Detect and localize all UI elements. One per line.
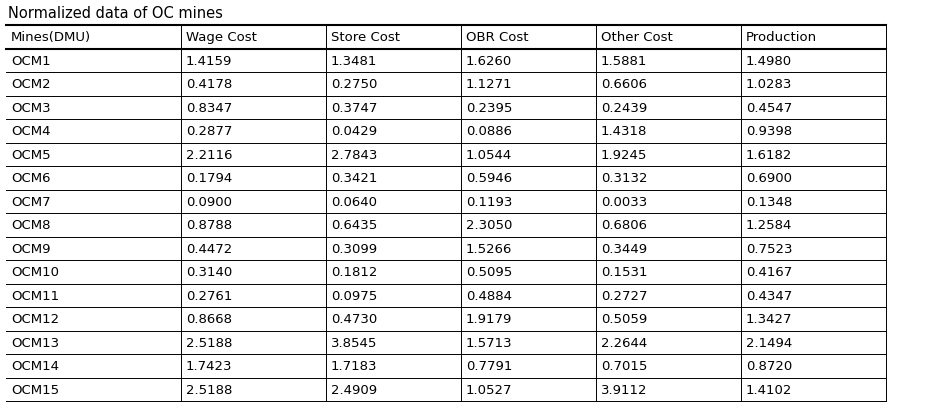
Text: OCM9: OCM9: [11, 242, 50, 255]
Text: 0.0975: 0.0975: [331, 289, 377, 302]
Text: OCM5: OCM5: [11, 148, 50, 161]
Text: 0.0900: 0.0900: [186, 195, 232, 208]
Text: 0.7791: 0.7791: [466, 359, 512, 372]
Text: 1.5881: 1.5881: [601, 55, 647, 68]
Text: 0.1193: 0.1193: [466, 195, 512, 208]
Text: 2.5188: 2.5188: [186, 383, 233, 396]
Text: OBR Cost: OBR Cost: [466, 31, 528, 44]
Text: OCM12: OCM12: [11, 313, 59, 326]
Text: OCM11: OCM11: [11, 289, 59, 302]
Text: 1.5266: 1.5266: [466, 242, 512, 255]
Text: 0.3099: 0.3099: [331, 242, 377, 255]
Text: OCM13: OCM13: [11, 336, 59, 349]
Text: 1.2584: 1.2584: [746, 219, 792, 232]
Text: 1.4318: 1.4318: [601, 125, 647, 138]
Text: OCM1: OCM1: [11, 55, 50, 68]
Text: 0.2439: 0.2439: [601, 102, 647, 115]
Text: OCM4: OCM4: [11, 125, 50, 138]
Text: 0.1794: 0.1794: [186, 172, 232, 185]
Text: Store Cost: Store Cost: [331, 31, 400, 44]
Text: 1.7423: 1.7423: [186, 359, 233, 372]
Text: 1.5713: 1.5713: [466, 336, 512, 349]
Text: 1.9179: 1.9179: [466, 313, 512, 326]
Text: 1.4980: 1.4980: [746, 55, 792, 68]
Text: 2.5188: 2.5188: [186, 336, 233, 349]
Text: OCM7: OCM7: [11, 195, 50, 208]
Text: Production: Production: [746, 31, 817, 44]
Text: 0.6606: 0.6606: [601, 78, 647, 91]
Text: 1.0283: 1.0283: [746, 78, 792, 91]
Text: OCM2: OCM2: [11, 78, 50, 91]
Text: Wage Cost: Wage Cost: [186, 31, 257, 44]
Text: 1.9245: 1.9245: [601, 148, 647, 161]
Text: 0.8788: 0.8788: [186, 219, 232, 232]
Text: 0.4347: 0.4347: [746, 289, 792, 302]
Text: 0.4547: 0.4547: [746, 102, 792, 115]
Text: 0.1531: 0.1531: [601, 266, 648, 279]
Text: 0.0886: 0.0886: [466, 125, 512, 138]
Text: 1.7183: 1.7183: [331, 359, 378, 372]
Text: 0.8347: 0.8347: [186, 102, 232, 115]
Text: 0.1812: 0.1812: [331, 266, 378, 279]
Text: 1.1271: 1.1271: [466, 78, 512, 91]
Text: 2.1494: 2.1494: [746, 336, 792, 349]
Text: 0.3421: 0.3421: [331, 172, 378, 185]
Text: 0.9398: 0.9398: [746, 125, 792, 138]
Text: 2.7843: 2.7843: [331, 148, 378, 161]
Text: Other Cost: Other Cost: [601, 31, 673, 44]
Text: 0.2761: 0.2761: [186, 289, 233, 302]
Text: 1.6260: 1.6260: [466, 55, 512, 68]
Text: 0.0429: 0.0429: [331, 125, 377, 138]
Text: OCM3: OCM3: [11, 102, 50, 115]
Text: 1.6182: 1.6182: [746, 148, 792, 161]
Text: 0.4730: 0.4730: [331, 313, 377, 326]
Text: 0.3132: 0.3132: [601, 172, 648, 185]
Text: 0.2395: 0.2395: [466, 102, 512, 115]
Text: OCM14: OCM14: [11, 359, 59, 372]
Text: 2.2644: 2.2644: [601, 336, 647, 349]
Text: 0.0033: 0.0033: [601, 195, 647, 208]
Text: 0.4178: 0.4178: [186, 78, 232, 91]
Text: 0.8720: 0.8720: [746, 359, 792, 372]
Text: 0.4884: 0.4884: [466, 289, 512, 302]
Text: 0.4472: 0.4472: [186, 242, 232, 255]
Text: 0.2750: 0.2750: [331, 78, 378, 91]
Text: 0.3449: 0.3449: [601, 242, 647, 255]
Text: 0.5095: 0.5095: [466, 266, 512, 279]
Text: 0.4167: 0.4167: [746, 266, 792, 279]
Text: 0.2877: 0.2877: [186, 125, 233, 138]
Text: 3.9112: 3.9112: [601, 383, 648, 396]
Text: 3.8545: 3.8545: [331, 336, 378, 349]
Text: 1.0544: 1.0544: [466, 148, 512, 161]
Text: OCM8: OCM8: [11, 219, 50, 232]
Text: 0.3140: 0.3140: [186, 266, 232, 279]
Text: 0.5059: 0.5059: [601, 313, 647, 326]
Text: 1.3427: 1.3427: [746, 313, 793, 326]
Text: 0.7015: 0.7015: [601, 359, 647, 372]
Text: 0.7523: 0.7523: [746, 242, 793, 255]
Text: 1.3481: 1.3481: [331, 55, 378, 68]
Text: 0.6806: 0.6806: [601, 219, 647, 232]
Text: 0.5946: 0.5946: [466, 172, 512, 185]
Text: 2.3050: 2.3050: [466, 219, 512, 232]
Text: 1.0527: 1.0527: [466, 383, 512, 396]
Text: 1.4159: 1.4159: [186, 55, 233, 68]
Text: 0.1348: 0.1348: [746, 195, 792, 208]
Text: 0.2727: 0.2727: [601, 289, 648, 302]
Text: 0.6435: 0.6435: [331, 219, 377, 232]
Text: 0.8668: 0.8668: [186, 313, 232, 326]
Text: 0.3747: 0.3747: [331, 102, 378, 115]
Text: 1.4102: 1.4102: [746, 383, 792, 396]
Text: OCM15: OCM15: [11, 383, 59, 396]
Text: 0.0640: 0.0640: [331, 195, 377, 208]
Text: 0.6900: 0.6900: [746, 172, 792, 185]
Text: 2.2116: 2.2116: [186, 148, 233, 161]
Text: 2.4909: 2.4909: [331, 383, 377, 396]
Text: OCM6: OCM6: [11, 172, 50, 185]
Text: Normalized data of OC mines: Normalized data of OC mines: [8, 6, 223, 21]
Text: Mines(DMU): Mines(DMU): [11, 31, 91, 44]
Text: OCM10: OCM10: [11, 266, 59, 279]
